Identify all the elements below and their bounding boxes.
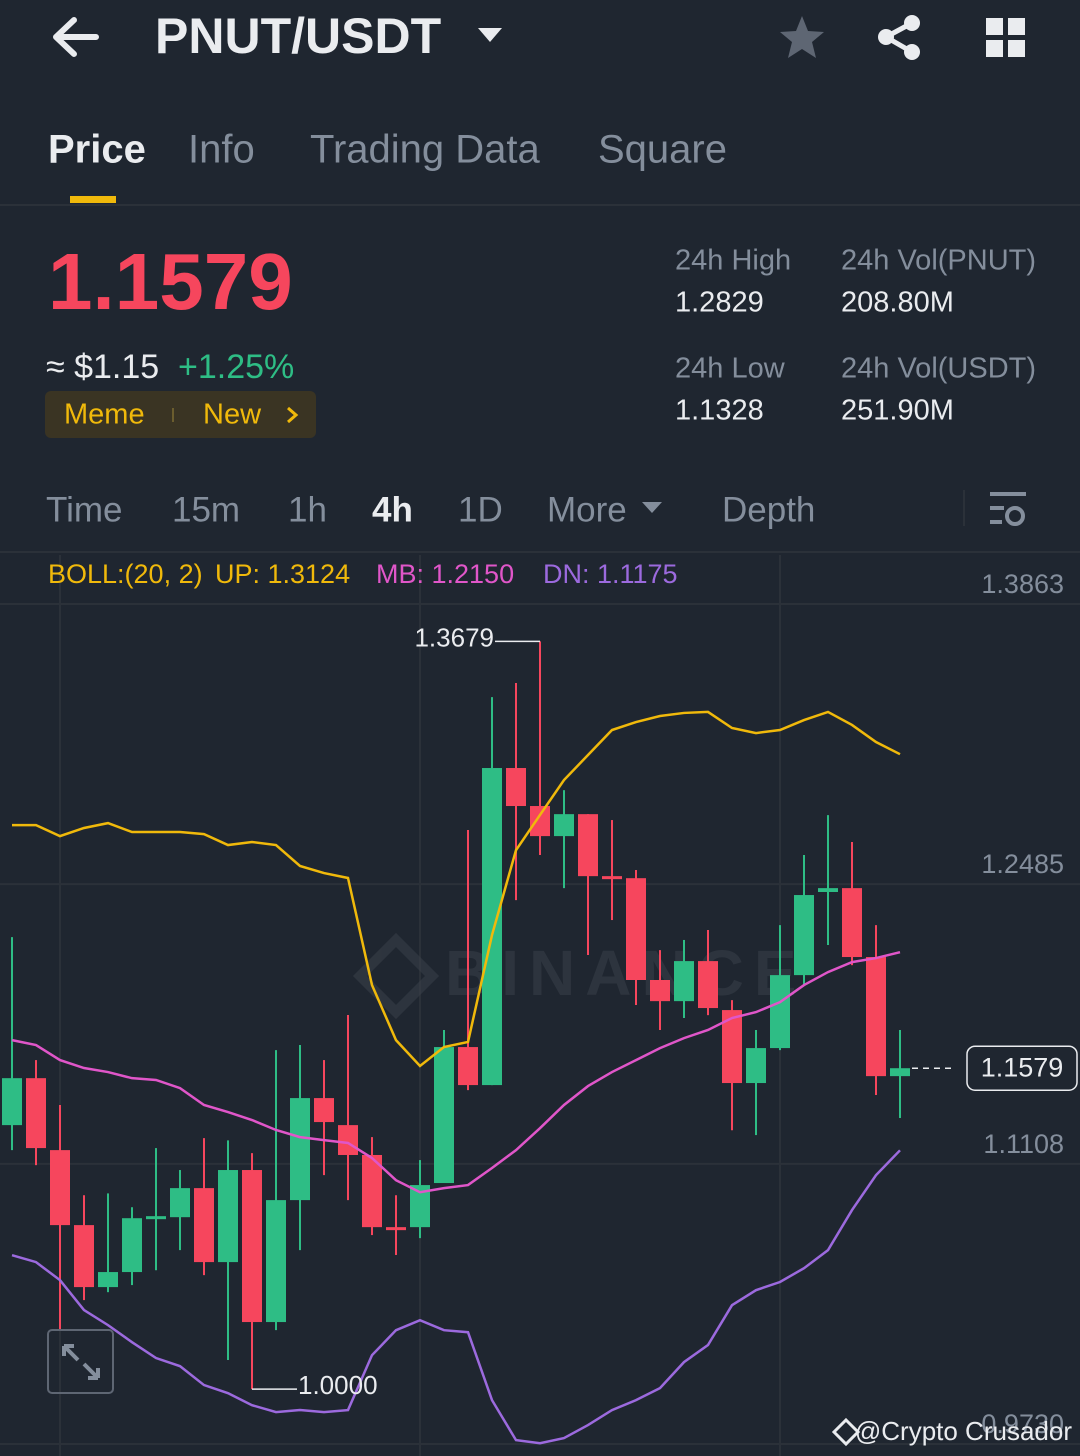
candle-body <box>290 1098 310 1201</box>
tag-box[interactable] <box>45 391 316 438</box>
candle-body <box>698 961 718 1009</box>
stat-label: 24h Vol(USDT) <box>841 353 1036 385</box>
candle-body <box>746 1048 766 1084</box>
price-change: +1.25% <box>178 348 294 386</box>
candle-body <box>890 1068 910 1077</box>
tab[interactable]: Square <box>598 128 727 172</box>
tag[interactable]: New <box>203 399 262 431</box>
interval[interactable]: Depth <box>722 490 815 529</box>
stat-label: 24h Vol(PNUT) <box>841 245 1036 277</box>
fullscreen-button[interactable] <box>47 1329 114 1394</box>
last-price-label: 1.1579 <box>981 1052 1064 1082</box>
candle-body <box>314 1098 334 1123</box>
y-tick-label: 1.2485 <box>981 849 1064 879</box>
candle-body <box>578 814 598 877</box>
min-marker-label: 1.0000 <box>298 1370 378 1400</box>
candle-body <box>170 1188 190 1218</box>
stat-label: 24h High <box>675 245 791 277</box>
more-dropdown[interactable] <box>642 502 662 513</box>
legend-entry: MB: 1.2150 <box>376 559 514 589</box>
candle-body <box>74 1225 94 1288</box>
pair-dropdown[interactable] <box>478 28 502 42</box>
candle-body <box>602 876 622 880</box>
interval[interactable]: 15m <box>172 490 240 529</box>
candle-body <box>722 1010 742 1084</box>
tab-indicator <box>70 196 116 203</box>
boll-line <box>11 1149 901 1445</box>
tab[interactable]: Price <box>48 128 146 172</box>
candle-body <box>338 1125 358 1155</box>
fullscreen-icon <box>62 1344 100 1380</box>
candle-body <box>626 878 646 980</box>
candle-body <box>434 1047 454 1184</box>
interval[interactable]: More <box>547 490 627 529</box>
candle-body <box>794 895 814 976</box>
candle-body <box>98 1272 118 1288</box>
tag[interactable]: Meme <box>64 399 145 431</box>
interval[interactable]: 1h <box>288 490 327 529</box>
candle-body <box>530 806 550 837</box>
candle-body <box>194 1188 214 1263</box>
candle-body <box>410 1185 430 1228</box>
interval[interactable]: Time <box>46 490 122 529</box>
last-price: 1.1579 <box>48 237 293 326</box>
candle-body <box>842 888 862 958</box>
fiat-price: ≈ $1.15 <box>46 348 159 386</box>
layout-icon[interactable] <box>986 18 1025 57</box>
pair-title[interactable]: PNUT/USDT <box>155 8 441 64</box>
candle-body <box>674 961 694 1002</box>
max-marker-label: 1.3679 <box>414 622 494 652</box>
watermark-text: BINANCE <box>445 937 807 1009</box>
candle-body <box>554 814 574 837</box>
candle-body <box>242 1170 262 1323</box>
boll-line <box>12 710 901 1068</box>
share-icon[interactable] <box>878 15 920 60</box>
stat-label: 24h Low <box>675 353 786 385</box>
candle-body <box>866 957 886 1077</box>
candle-body <box>818 888 838 892</box>
candle-body <box>506 768 526 807</box>
stat-value: 1.2829 <box>675 287 764 319</box>
candle-body <box>362 1154 382 1228</box>
legend-entry: UP: 1.3124 <box>215 559 350 589</box>
candle-body <box>2 1078 22 1126</box>
interval[interactable]: 1D <box>458 490 503 529</box>
stat-value: 251.90M <box>841 395 954 427</box>
stat-value: 1.1328 <box>675 395 764 427</box>
candle-body <box>122 1218 142 1273</box>
candle-body <box>50 1150 70 1226</box>
chart: BINANCE 1.3863 1.2485 1.1108 0.9730 1.3679 1.… <box>0 555 1080 1456</box>
last-price-box <box>966 1045 1078 1091</box>
indicator-label: BOLL:(20, 2) <box>48 559 203 589</box>
boll-line <box>11 950 901 1194</box>
candle-body <box>386 1227 406 1231</box>
y-tick-label: 1.1108 <box>983 1129 1064 1159</box>
stat-value: 208.80M <box>841 287 954 319</box>
chart-settings-icon[interactable] <box>990 492 1026 526</box>
candle-body <box>770 975 790 1049</box>
candle-body <box>26 1078 46 1149</box>
legend-entry: DN: 1.1175 <box>543 559 678 589</box>
interval[interactable]: 4h <box>372 490 413 529</box>
tag-chevron <box>287 406 299 424</box>
candle-body <box>458 1047 478 1086</box>
candle-body <box>146 1216 166 1220</box>
credit: @Crypto Crusador <box>855 1416 1072 1446</box>
credit-logo <box>831 1417 861 1447</box>
tab[interactable]: Trading Data <box>310 128 541 172</box>
candle-body <box>482 768 502 1086</box>
watermark: BINANCE <box>352 932 807 1020</box>
tab[interactable]: Info <box>188 128 255 172</box>
candle-body <box>650 979 670 1002</box>
favorite-icon[interactable] <box>780 16 824 58</box>
y-tick-label: 1.3863 <box>981 569 1064 599</box>
candle-body <box>218 1170 238 1263</box>
back-button[interactable] <box>53 17 99 57</box>
candle-body <box>266 1200 286 1323</box>
y-tick-label: 0.9730 <box>981 1409 1064 1439</box>
